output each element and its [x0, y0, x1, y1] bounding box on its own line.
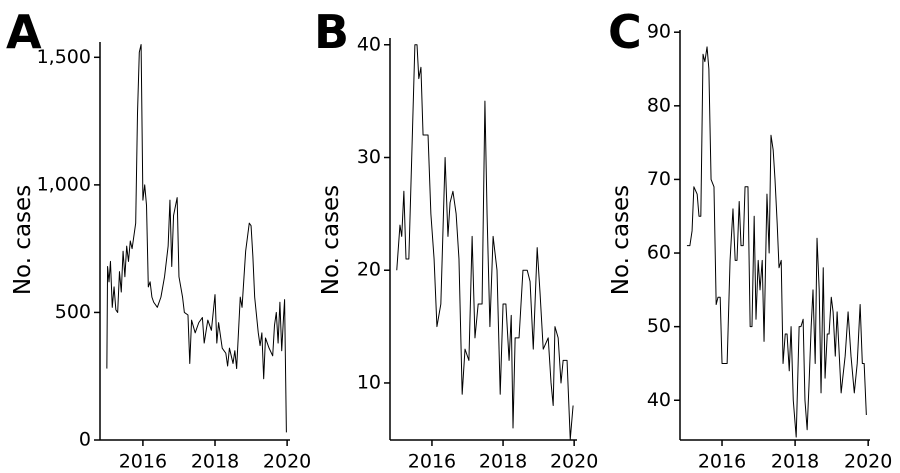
x-tick-label: 2020 — [844, 451, 892, 473]
panel-label: B — [314, 5, 349, 59]
x-tick-label: 2016 — [698, 451, 746, 473]
data-line — [396, 44, 574, 440]
y-tick-label: 10 — [357, 371, 381, 393]
y-tick-label: 1,000 — [37, 173, 91, 195]
panel-label: A — [6, 5, 42, 59]
y-tick-label: 90 — [647, 21, 671, 43]
y-tick-label: 70 — [647, 168, 671, 190]
x-tick-label: 2018 — [479, 451, 527, 473]
data-line — [106, 44, 287, 433]
y-axis-label: No. cases — [10, 185, 36, 295]
x-tick-label: 2018 — [771, 451, 819, 473]
y-tick-label: 60 — [647, 242, 671, 264]
y-tick-label: 1,500 — [37, 46, 91, 68]
y-tick-label: 40 — [357, 33, 381, 55]
y-tick-label: 30 — [357, 146, 381, 168]
x-tick-label: 2016 — [408, 451, 456, 473]
x-tick-label: 2020 — [550, 451, 598, 473]
x-tick-label: 2020 — [263, 451, 311, 473]
y-tick-label: 20 — [357, 259, 381, 281]
y-tick-label: 80 — [647, 94, 671, 116]
y-tick-label: 0 — [79, 429, 91, 451]
y-tick-label: 50 — [647, 315, 671, 337]
y-tick-label: 500 — [55, 301, 91, 323]
panel-label: C — [608, 5, 642, 59]
y-axis-label: No. cases — [318, 185, 344, 295]
x-tick-label: 2018 — [191, 451, 239, 473]
y-tick-label: 40 — [647, 389, 671, 411]
y-axis-label: No. cases — [608, 185, 634, 295]
x-tick-label: 2016 — [119, 451, 167, 473]
data-line — [686, 46, 867, 438]
